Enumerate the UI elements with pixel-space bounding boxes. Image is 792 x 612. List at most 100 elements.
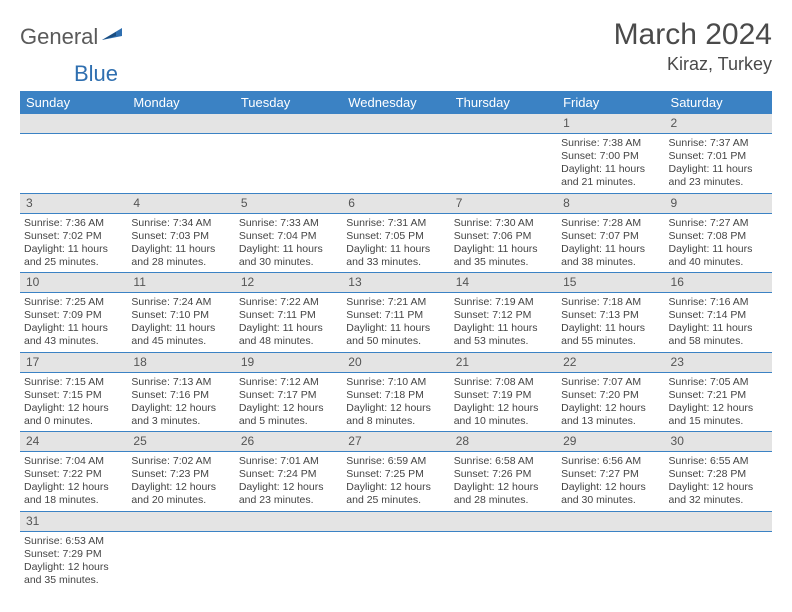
day-number-cell: 15 — [557, 273, 664, 293]
day-number-cell: 14 — [450, 273, 557, 293]
day-number-cell: 10 — [20, 273, 127, 293]
day-cell-content: Sunrise: 7:27 AMSunset: 7:08 PMDaylight:… — [669, 217, 768, 270]
day-cell: Sunrise: 7:02 AMSunset: 7:23 PMDaylight:… — [127, 452, 234, 512]
day-number-row: 17181920212223 — [20, 352, 772, 372]
day-cell-content: Sunrise: 6:58 AMSunset: 7:26 PMDaylight:… — [454, 455, 553, 508]
day-number-cell — [342, 114, 449, 134]
day-cell: Sunrise: 6:56 AMSunset: 7:27 PMDaylight:… — [557, 452, 664, 512]
col-thursday: Thursday — [450, 91, 557, 114]
day-number-cell: 8 — [557, 193, 664, 213]
logo-text-general: General — [20, 24, 98, 50]
day-number-cell: 5 — [235, 193, 342, 213]
col-tuesday: Tuesday — [235, 91, 342, 114]
day-cell-content: Sunrise: 6:56 AMSunset: 7:27 PMDaylight:… — [561, 455, 660, 508]
day-cell: Sunrise: 7:16 AMSunset: 7:14 PMDaylight:… — [665, 293, 772, 353]
day-cell-content: Sunrise: 7:16 AMSunset: 7:14 PMDaylight:… — [669, 296, 768, 349]
day-cell-content: Sunrise: 7:24 AMSunset: 7:10 PMDaylight:… — [131, 296, 230, 349]
day-cell — [127, 134, 234, 194]
day-number-cell: 17 — [20, 352, 127, 372]
day-header-row: Sunday Monday Tuesday Wednesday Thursday… — [20, 91, 772, 114]
day-cell: Sunrise: 7:31 AMSunset: 7:05 PMDaylight:… — [342, 213, 449, 273]
day-number-cell: 31 — [20, 511, 127, 531]
day-cell — [450, 134, 557, 194]
day-cell-content: Sunrise: 7:02 AMSunset: 7:23 PMDaylight:… — [131, 455, 230, 508]
day-number-cell: 29 — [557, 432, 664, 452]
day-cell: Sunrise: 7:34 AMSunset: 7:03 PMDaylight:… — [127, 213, 234, 273]
day-number-cell: 6 — [342, 193, 449, 213]
day-cell-content: Sunrise: 7:37 AMSunset: 7:01 PMDaylight:… — [669, 137, 768, 190]
day-number-cell: 23 — [665, 352, 772, 372]
day-cell-content: Sunrise: 7:15 AMSunset: 7:15 PMDaylight:… — [24, 376, 123, 429]
day-number-cell: 13 — [342, 273, 449, 293]
day-number-row: 31 — [20, 511, 772, 531]
day-cell-content: Sunrise: 7:31 AMSunset: 7:05 PMDaylight:… — [346, 217, 445, 270]
day-number-cell: 1 — [557, 114, 664, 134]
day-cell-content: Sunrise: 7:36 AMSunset: 7:02 PMDaylight:… — [24, 217, 123, 270]
day-cell — [127, 531, 234, 590]
day-cell-content: Sunrise: 7:08 AMSunset: 7:19 PMDaylight:… — [454, 376, 553, 429]
day-number-cell: 25 — [127, 432, 234, 452]
day-cell-content: Sunrise: 7:34 AMSunset: 7:03 PMDaylight:… — [131, 217, 230, 270]
day-cell-content: Sunrise: 7:07 AMSunset: 7:20 PMDaylight:… — [561, 376, 660, 429]
day-number-cell — [20, 114, 127, 134]
day-cell-content: Sunrise: 7:33 AMSunset: 7:04 PMDaylight:… — [239, 217, 338, 270]
day-cell-content: Sunrise: 6:55 AMSunset: 7:28 PMDaylight:… — [669, 455, 768, 508]
day-number-row: 12 — [20, 114, 772, 134]
day-number-row: 24252627282930 — [20, 432, 772, 452]
day-cell: Sunrise: 7:01 AMSunset: 7:24 PMDaylight:… — [235, 452, 342, 512]
day-number-cell: 9 — [665, 193, 772, 213]
day-cell: Sunrise: 6:55 AMSunset: 7:28 PMDaylight:… — [665, 452, 772, 512]
day-number-cell: 28 — [450, 432, 557, 452]
day-cell: Sunrise: 7:38 AMSunset: 7:00 PMDaylight:… — [557, 134, 664, 194]
col-wednesday: Wednesday — [342, 91, 449, 114]
day-cell — [235, 531, 342, 590]
day-cell: Sunrise: 7:12 AMSunset: 7:17 PMDaylight:… — [235, 372, 342, 432]
week-row: Sunrise: 7:15 AMSunset: 7:15 PMDaylight:… — [20, 372, 772, 432]
day-number-cell — [665, 511, 772, 531]
day-number-cell: 27 — [342, 432, 449, 452]
calendar-table: Sunday Monday Tuesday Wednesday Thursday… — [20, 91, 772, 590]
day-cell-content: Sunrise: 7:12 AMSunset: 7:17 PMDaylight:… — [239, 376, 338, 429]
day-number-cell — [235, 114, 342, 134]
day-number-cell: 16 — [665, 273, 772, 293]
day-number-cell: 26 — [235, 432, 342, 452]
day-cell-content: Sunrise: 7:13 AMSunset: 7:16 PMDaylight:… — [131, 376, 230, 429]
day-number-cell — [557, 511, 664, 531]
day-cell: Sunrise: 7:05 AMSunset: 7:21 PMDaylight:… — [665, 372, 772, 432]
logo: General — [20, 24, 126, 50]
day-number-row: 10111213141516 — [20, 273, 772, 293]
day-cell: Sunrise: 7:27 AMSunset: 7:08 PMDaylight:… — [665, 213, 772, 273]
day-number-cell: 3 — [20, 193, 127, 213]
day-cell: Sunrise: 7:28 AMSunset: 7:07 PMDaylight:… — [557, 213, 664, 273]
day-cell-content: Sunrise: 7:38 AMSunset: 7:00 PMDaylight:… — [561, 137, 660, 190]
day-cell — [557, 531, 664, 590]
day-cell: Sunrise: 6:59 AMSunset: 7:25 PMDaylight:… — [342, 452, 449, 512]
day-cell: Sunrise: 7:19 AMSunset: 7:12 PMDaylight:… — [450, 293, 557, 353]
day-cell-content: Sunrise: 6:59 AMSunset: 7:25 PMDaylight:… — [346, 455, 445, 508]
day-cell-content: Sunrise: 7:22 AMSunset: 7:11 PMDaylight:… — [239, 296, 338, 349]
day-cell-content: Sunrise: 7:18 AMSunset: 7:13 PMDaylight:… — [561, 296, 660, 349]
col-sunday: Sunday — [20, 91, 127, 114]
day-number-cell: 18 — [127, 352, 234, 372]
day-number-cell: 21 — [450, 352, 557, 372]
day-cell-content: Sunrise: 6:53 AMSunset: 7:29 PMDaylight:… — [24, 535, 123, 588]
day-number-row: 3456789 — [20, 193, 772, 213]
day-cell-content: Sunrise: 7:10 AMSunset: 7:18 PMDaylight:… — [346, 376, 445, 429]
day-number-cell: 19 — [235, 352, 342, 372]
day-cell: Sunrise: 7:24 AMSunset: 7:10 PMDaylight:… — [127, 293, 234, 353]
day-number-cell: 11 — [127, 273, 234, 293]
week-row: Sunrise: 6:53 AMSunset: 7:29 PMDaylight:… — [20, 531, 772, 590]
day-cell: Sunrise: 7:36 AMSunset: 7:02 PMDaylight:… — [20, 213, 127, 273]
flag-icon — [102, 26, 124, 49]
day-number-cell — [342, 511, 449, 531]
day-cell: Sunrise: 7:25 AMSunset: 7:09 PMDaylight:… — [20, 293, 127, 353]
day-cell — [342, 134, 449, 194]
day-cell-content: Sunrise: 7:30 AMSunset: 7:06 PMDaylight:… — [454, 217, 553, 270]
col-saturday: Saturday — [665, 91, 772, 114]
day-number-cell — [127, 114, 234, 134]
day-cell: Sunrise: 7:13 AMSunset: 7:16 PMDaylight:… — [127, 372, 234, 432]
day-cell-content: Sunrise: 7:05 AMSunset: 7:21 PMDaylight:… — [669, 376, 768, 429]
day-number-cell: 24 — [20, 432, 127, 452]
logo-text-blue: Blue — [74, 61, 792, 87]
day-cell — [342, 531, 449, 590]
